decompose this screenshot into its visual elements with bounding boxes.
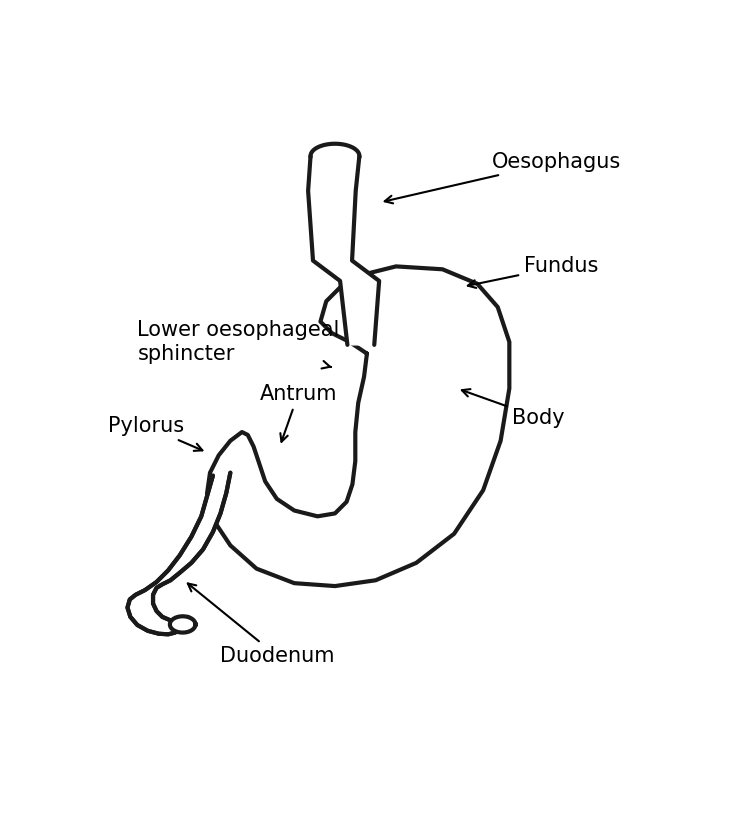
- Text: Antrum: Antrum: [260, 384, 337, 442]
- Text: Oesophagus: Oesophagus: [385, 152, 621, 204]
- Text: Lower oesophageal
sphincter: Lower oesophageal sphincter: [137, 320, 340, 369]
- Text: Fundus: Fundus: [468, 256, 598, 288]
- Text: Body: Body: [462, 389, 565, 428]
- Polygon shape: [128, 473, 230, 635]
- Text: Duodenum: Duodenum: [188, 584, 334, 666]
- Text: Pylorus: Pylorus: [108, 416, 202, 451]
- Polygon shape: [207, 266, 509, 586]
- Polygon shape: [170, 617, 196, 632]
- Polygon shape: [308, 156, 380, 345]
